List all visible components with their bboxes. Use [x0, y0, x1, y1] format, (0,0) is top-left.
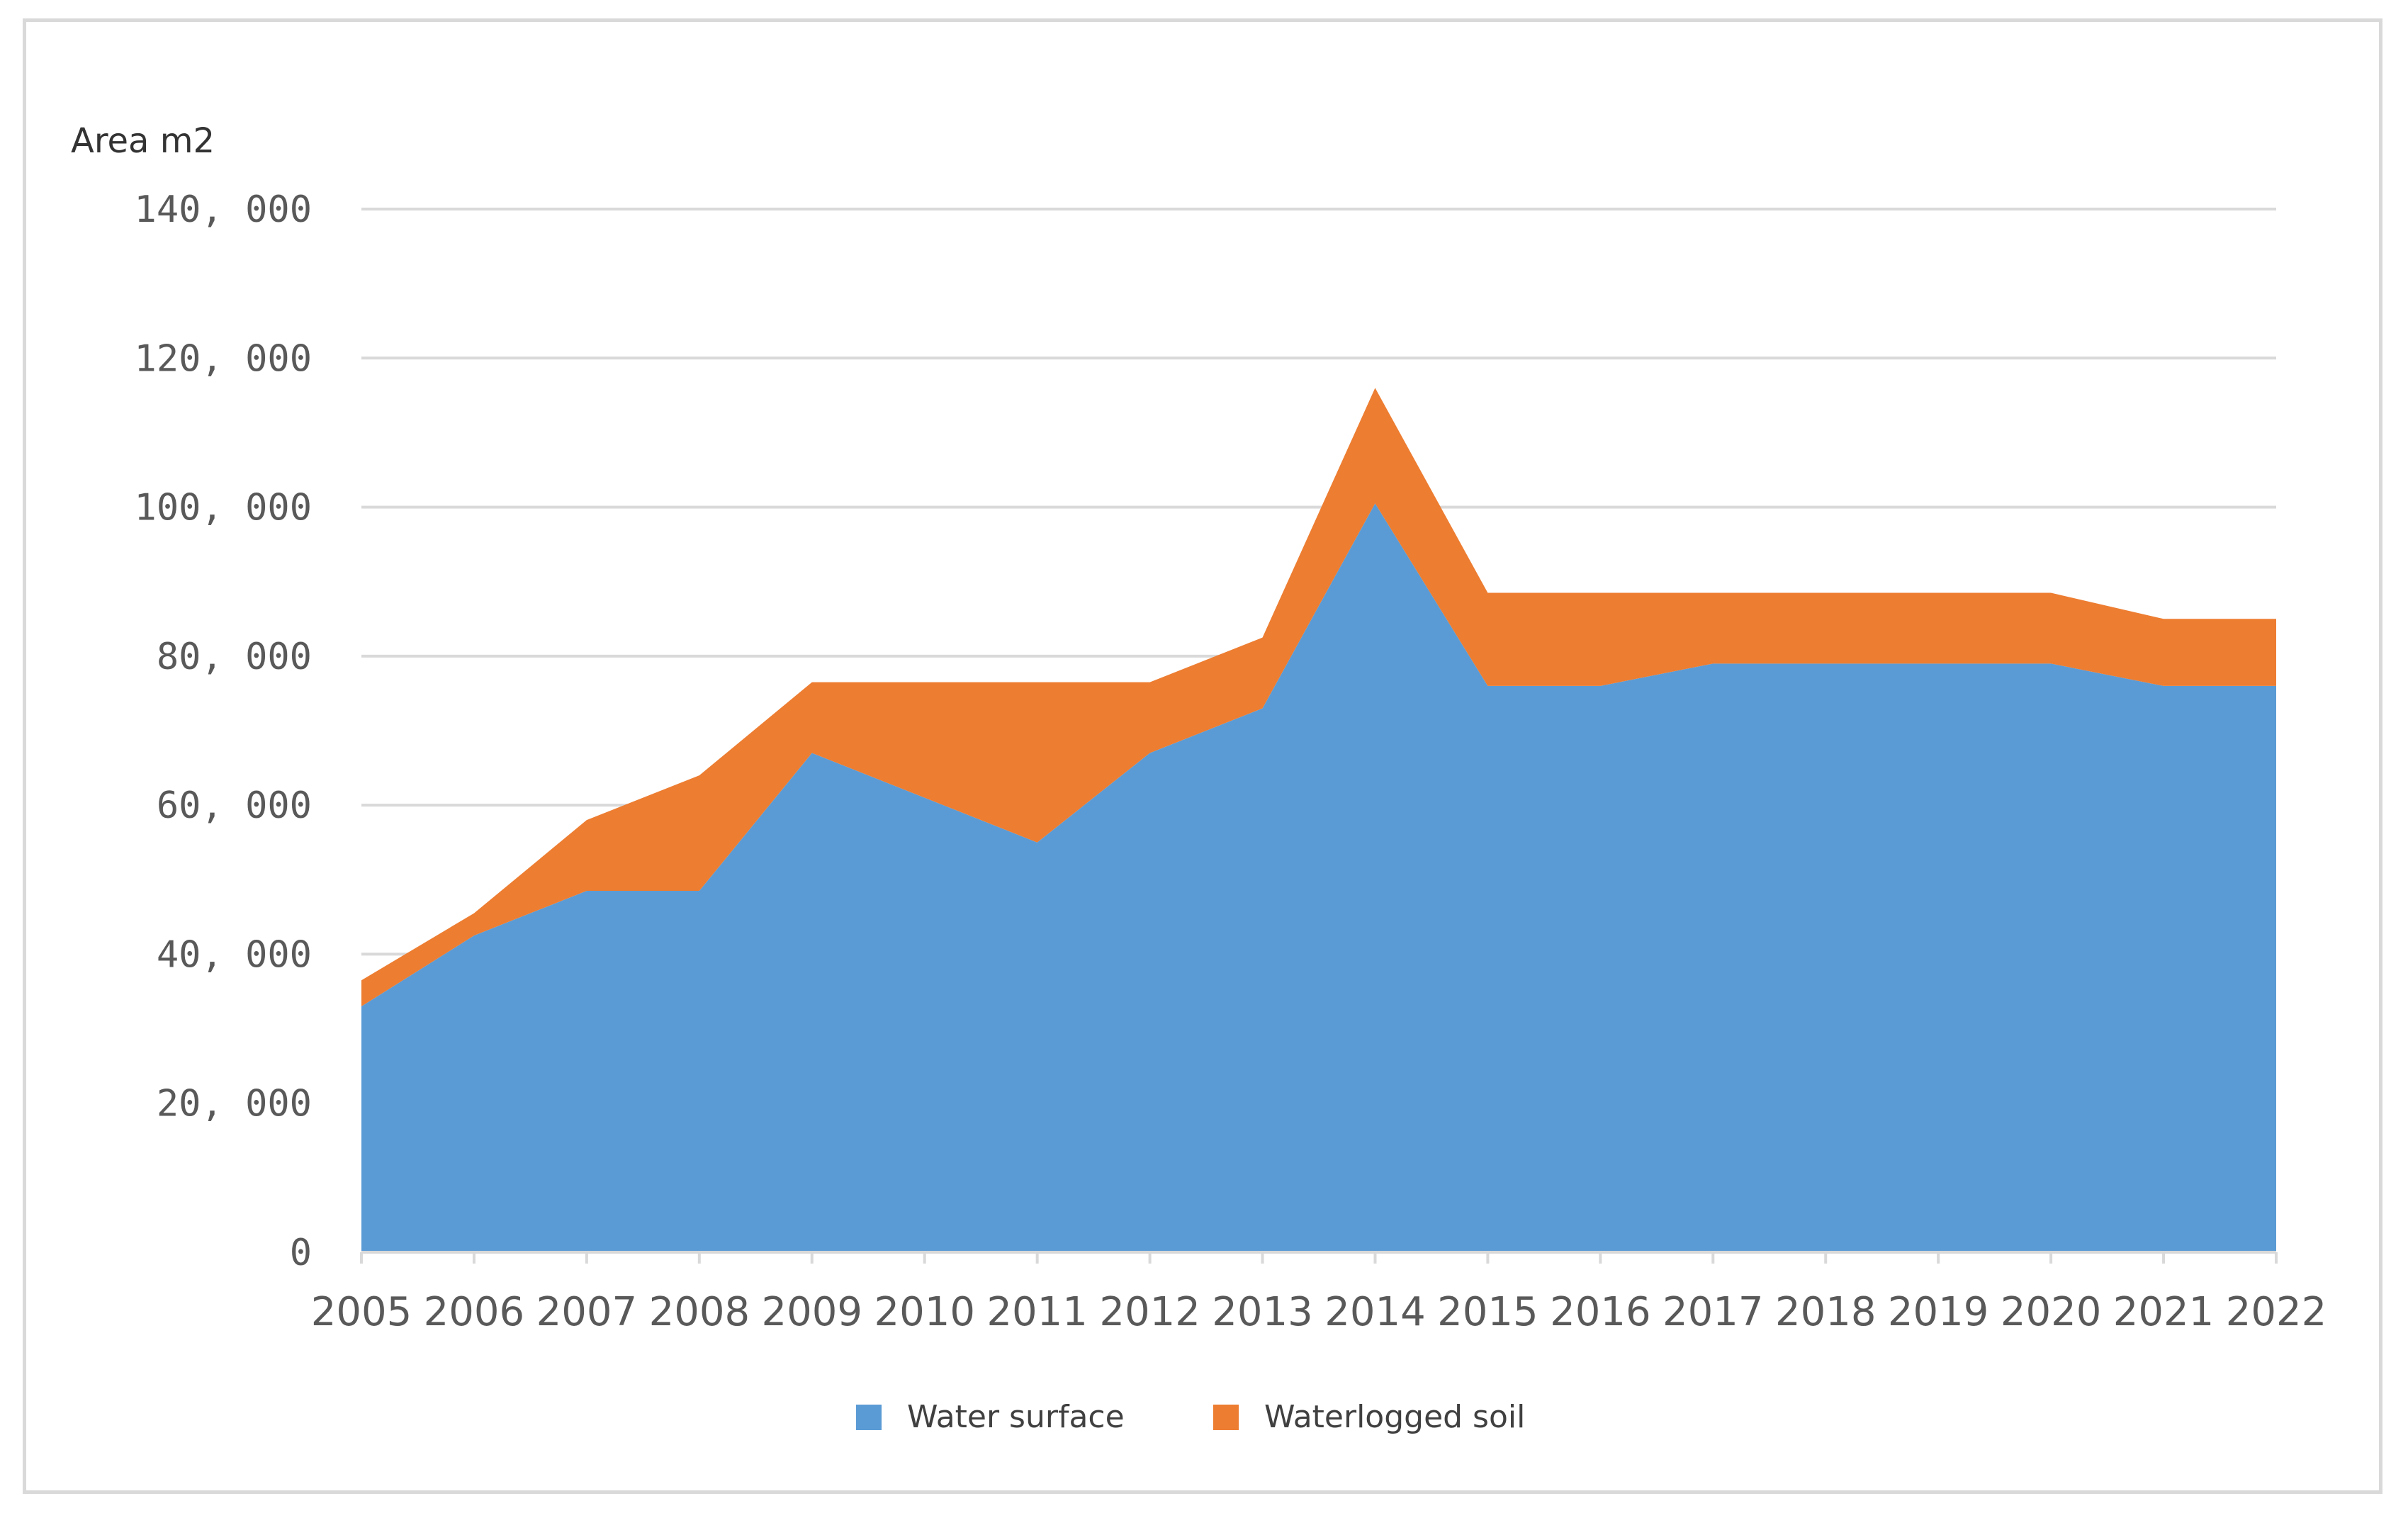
x-tick-label: 2018: [1775, 1289, 1877, 1335]
x-tick-label: 2014: [1324, 1289, 1426, 1335]
x-tick-label: 2020: [2001, 1289, 2102, 1335]
x-tick-label: 2007: [536, 1289, 638, 1335]
y-tick-label: 20, 000: [157, 1083, 312, 1125]
x-tick-label: 2013: [1212, 1289, 1313, 1335]
x-tick-label: 2019: [1888, 1289, 1989, 1335]
series-area-water-surface: [361, 503, 2276, 1253]
legend-item-waterlogged-soil: Waterlogged soil: [1213, 1399, 1525, 1435]
legend-item-water-surface: Water surface: [856, 1399, 1125, 1435]
x-tick-label: 2017: [1662, 1289, 1764, 1335]
y-tick-label: 60, 000: [157, 785, 312, 827]
legend: Water surface Waterlogged soil: [856, 1399, 1525, 1435]
y-tick-label: 0: [290, 1232, 312, 1274]
x-tick-label: 2006: [424, 1289, 525, 1335]
y-axis-title: Area m2: [71, 121, 215, 161]
x-axis-ticks: 2005 2006 2007 2008 2009 2010 2011 2012 2013 2014…: [311, 1289, 2327, 1335]
area-series: [361, 388, 2276, 1253]
x-tick-label: 2008: [649, 1289, 750, 1335]
legend-swatch: [1213, 1405, 1239, 1430]
x-tick-label: 2009: [762, 1289, 863, 1335]
x-tick-label: 2010: [874, 1289, 975, 1335]
x-tick-label: 2012: [1099, 1289, 1200, 1335]
legend-swatch: [856, 1405, 882, 1430]
x-tick-label: 2011: [986, 1289, 1088, 1335]
y-tick-label: 80, 000: [157, 636, 312, 678]
x-tick-label: 2022: [2226, 1289, 2327, 1335]
x-axis: [360, 1251, 2278, 1264]
y-tick-label: 140, 000: [135, 189, 312, 231]
y-axis-ticks: 0 20, 000 40, 000 60, 000 80, 000 100, 000 120…: [135, 189, 312, 1274]
y-tick-label: 40, 000: [157, 933, 312, 976]
x-tick-label: 2015: [1437, 1289, 1538, 1335]
legend-label: Water surface: [907, 1399, 1125, 1435]
x-tick-label: 2005: [311, 1289, 412, 1335]
y-tick-label: 100, 000: [135, 487, 312, 529]
y-tick-label: 120, 000: [135, 337, 312, 380]
x-tick-label: 2021: [2113, 1289, 2215, 1335]
legend-label: Waterlogged soil: [1264, 1399, 1525, 1435]
x-tick-label: 2016: [1550, 1289, 1651, 1335]
